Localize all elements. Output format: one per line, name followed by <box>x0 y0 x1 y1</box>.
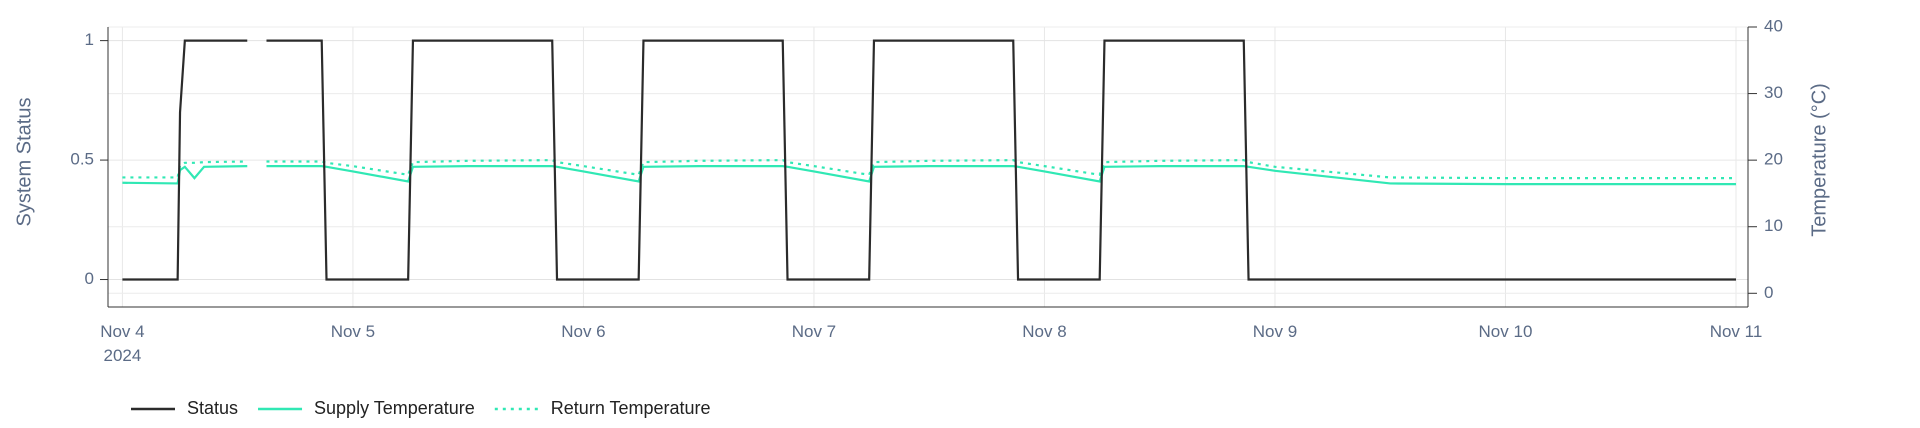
series-line <box>122 160 248 179</box>
x-tick-label: Nov 9 <box>1253 322 1297 341</box>
y2-tick-label: 30 <box>1764 83 1783 102</box>
x-tick-label: Nov 7 <box>792 322 836 341</box>
series-line <box>266 165 1736 186</box>
y2-tick-label: 0 <box>1764 283 1773 302</box>
legend-label: Supply Temperature <box>314 398 475 418</box>
x-tick-label: Nov 5 <box>331 322 375 341</box>
x-tick-label: Nov 8 <box>1022 322 1066 341</box>
y2-tick-label: 10 <box>1764 216 1783 235</box>
x-tick-label: Nov 6 <box>561 322 605 341</box>
series-line <box>266 39 1736 281</box>
legend-label: Return Temperature <box>551 398 711 418</box>
legend-label: Status <box>187 398 238 418</box>
x-tick-label: Nov 4 2024 <box>100 322 144 365</box>
series-line <box>122 39 248 281</box>
x-tick-label: Nov 10 <box>1479 322 1533 341</box>
y-tick-label: 0 <box>85 269 94 288</box>
y2-tick-label: 20 <box>1764 150 1783 169</box>
series-line <box>266 159 1736 180</box>
y-axis-title: System Status <box>13 98 35 227</box>
y2-tick-label: 40 <box>1764 16 1783 35</box>
series-line <box>122 165 248 185</box>
y-tick-label: 1 <box>85 30 94 49</box>
y-tick-label: 0.5 <box>70 150 94 169</box>
legend: Status Supply Temperature Return Temperatu… <box>131 398 711 418</box>
x-tick-label: Nov 11 <box>1710 322 1763 341</box>
y2-axis-title: Temperature (°C) <box>1808 83 1830 237</box>
